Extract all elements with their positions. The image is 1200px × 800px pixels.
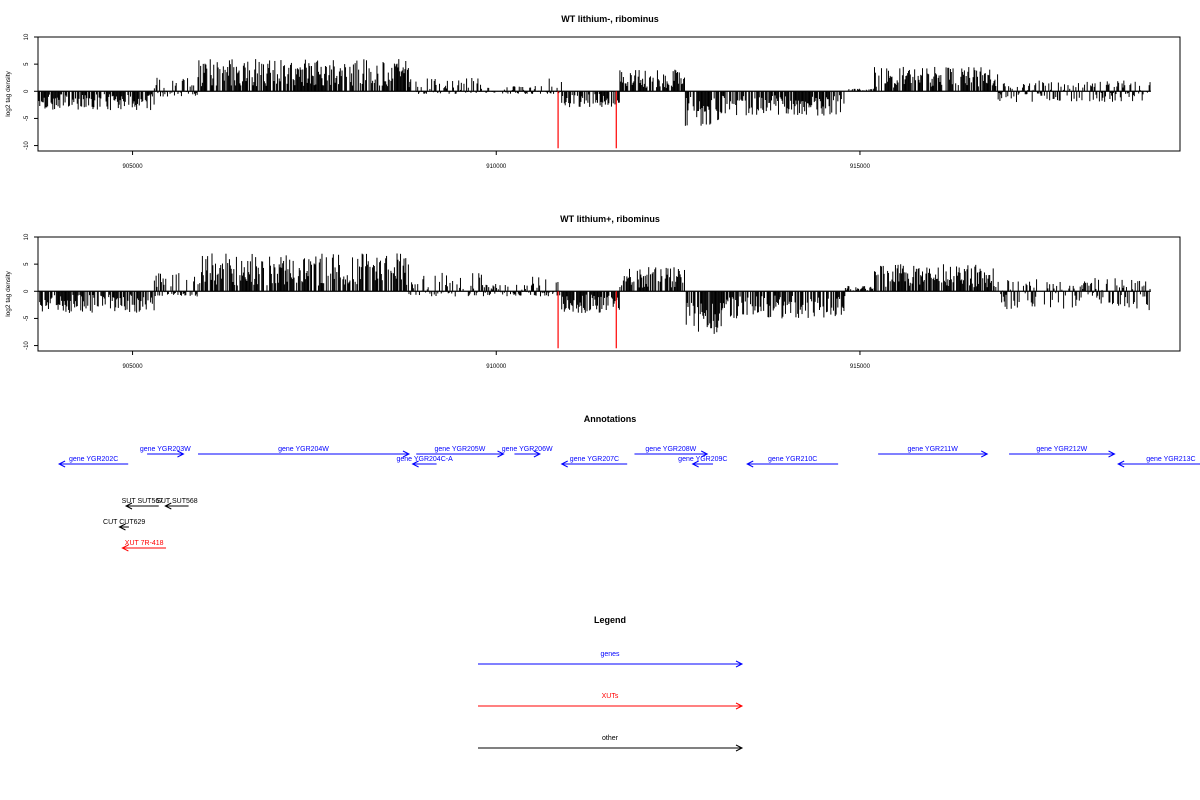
y-tick-label: 5 bbox=[24, 262, 30, 266]
y-tick-label: -5 bbox=[24, 115, 30, 121]
feature-arrow-head bbox=[402, 450, 411, 458]
annotation-feature: gene YGR202C bbox=[57, 456, 129, 468]
legend-arrow-head bbox=[735, 660, 744, 668]
x-tick-label: 910000 bbox=[486, 164, 507, 170]
feature-arrow-head bbox=[57, 460, 66, 468]
feature-arrow-head bbox=[560, 460, 568, 468]
feature-arrow-head bbox=[177, 450, 185, 458]
feature-arrow-head bbox=[497, 450, 505, 458]
signal-bars bbox=[37, 59, 1151, 126]
annotation-feature: gene YGR210C bbox=[746, 456, 839, 468]
legend-item: genes bbox=[478, 651, 744, 668]
annotation-feature: gene YGR206W bbox=[502, 446, 553, 458]
axis-ticks: 905000 910000 915000 10 5 0 -5 -10 bbox=[24, 233, 871, 370]
y-tick-label: -10 bbox=[24, 141, 30, 150]
y-tick-label: -5 bbox=[24, 315, 30, 321]
feature-arrow-head bbox=[411, 460, 419, 468]
annotation-features: gene YGR202C gene YGR203W gene YGR204W gene… bbox=[57, 446, 1200, 552]
track-title: WT lithium+, ribominus bbox=[560, 214, 660, 224]
annotation-feature: gene YGR208W bbox=[634, 446, 709, 458]
feature-label: gene YGR204W bbox=[278, 446, 329, 453]
axis-ticks: 905000 910000 915000 10 5 0 -5 -10 bbox=[24, 33, 871, 170]
feature-arrow-head bbox=[1108, 450, 1116, 458]
annotation-feature: gene YGR203W bbox=[140, 446, 191, 458]
feature-arrow-head bbox=[533, 450, 542, 458]
annotation-feature: gene YGR204C-A bbox=[396, 456, 453, 468]
feature-label: gene YGR213C bbox=[1146, 456, 1195, 463]
feature-label: gene YGR202C bbox=[69, 456, 118, 463]
feature-arrow-head bbox=[124, 502, 133, 510]
annotation-feature: gene YGR211W bbox=[878, 446, 989, 458]
feature-arrow-head bbox=[691, 460, 699, 468]
y-tick-label: 0 bbox=[24, 289, 30, 293]
legend-title: Legend bbox=[594, 615, 626, 625]
feature-label: gene YGR211W bbox=[908, 446, 959, 453]
legend-items: genes XUTs other bbox=[478, 651, 744, 752]
feature-label: gene YGR206W bbox=[502, 446, 553, 453]
annotation-feature: CUT CUT629 bbox=[103, 519, 145, 531]
legend: Legend genes XUTs other bbox=[478, 615, 744, 752]
annotation-feature: gene YGR212W bbox=[1009, 446, 1116, 458]
track-title: WT lithium-, ribominus bbox=[561, 14, 659, 24]
x-tick-label: 915000 bbox=[850, 364, 871, 370]
x-tick-label: 910000 bbox=[486, 364, 507, 370]
feature-label: gene YGR210C bbox=[768, 456, 817, 463]
feature-label: CUT CUT629 bbox=[103, 519, 145, 526]
annotation-feature: SUT SUT567 bbox=[122, 498, 164, 510]
legend-arrow-head bbox=[735, 744, 744, 752]
feature-label: gene YGR209C bbox=[678, 456, 727, 463]
annotation-feature: gene YGR213C bbox=[1117, 456, 1200, 468]
feature-arrow-head bbox=[746, 460, 754, 468]
y-tick-label: 5 bbox=[24, 62, 30, 66]
annotation-feature: XUT 7R-418 bbox=[121, 540, 167, 552]
track-panel-lithium-minus: WT lithium-, ribominus log2 tag density … bbox=[5, 14, 1181, 170]
feature-label: gene YGR207C bbox=[570, 456, 619, 463]
legend-label: other bbox=[602, 735, 619, 742]
feature-label: SUT SUT567 bbox=[122, 498, 164, 505]
feature-arrow-head bbox=[700, 450, 709, 458]
annotations-title: Annotations bbox=[584, 414, 637, 424]
x-tick-label: 905000 bbox=[123, 364, 144, 370]
feature-label: gene YGR205W bbox=[434, 446, 485, 453]
x-tick-label: 915000 bbox=[850, 164, 871, 170]
legend-item: XUTs bbox=[478, 693, 744, 710]
feature-label: SUT SUT568 bbox=[156, 498, 198, 505]
annotation-feature: gene YGR205W bbox=[416, 446, 505, 458]
y-tick-label: 0 bbox=[24, 89, 30, 93]
feature-label: XUT 7R-418 bbox=[125, 540, 164, 547]
feature-arrow-head bbox=[164, 502, 172, 510]
feature-label: gene YGR212W bbox=[1036, 446, 1087, 453]
feature-label: gene YGR203W bbox=[140, 446, 191, 453]
y-axis-label: log2 tag density bbox=[5, 70, 12, 116]
feature-arrow-head bbox=[121, 544, 129, 552]
annotation-feature: gene YGR209C bbox=[678, 456, 727, 468]
track-panel-lithium-plus: WT lithium+, ribominus log2 tag density … bbox=[5, 214, 1181, 370]
annotation-feature: gene YGR207C bbox=[560, 456, 628, 468]
legend-label: XUTs bbox=[602, 693, 619, 700]
feature-label: gene YGR208W bbox=[645, 446, 696, 453]
legend-item: other bbox=[478, 735, 744, 752]
annotation-feature: gene YGR204W bbox=[198, 446, 411, 458]
feature-arrow-head bbox=[981, 450, 989, 458]
feature-arrow-head bbox=[1117, 460, 1125, 468]
feature-label: gene YGR204C-A bbox=[396, 456, 453, 463]
annotation-feature: SUT SUT568 bbox=[156, 498, 198, 510]
feature-arrow-head bbox=[118, 523, 126, 531]
legend-label: genes bbox=[600, 651, 620, 658]
y-axis-label: log2 tag density bbox=[5, 270, 12, 316]
legend-arrow-head bbox=[735, 702, 744, 710]
y-tick-label: -10 bbox=[24, 341, 30, 350]
marker-lines bbox=[557, 91, 617, 149]
y-tick-label: 10 bbox=[24, 33, 30, 40]
marker-lines bbox=[557, 291, 617, 349]
signal-bars bbox=[37, 253, 1151, 334]
y-tick-label: 10 bbox=[24, 233, 30, 240]
x-tick-label: 905000 bbox=[123, 164, 144, 170]
